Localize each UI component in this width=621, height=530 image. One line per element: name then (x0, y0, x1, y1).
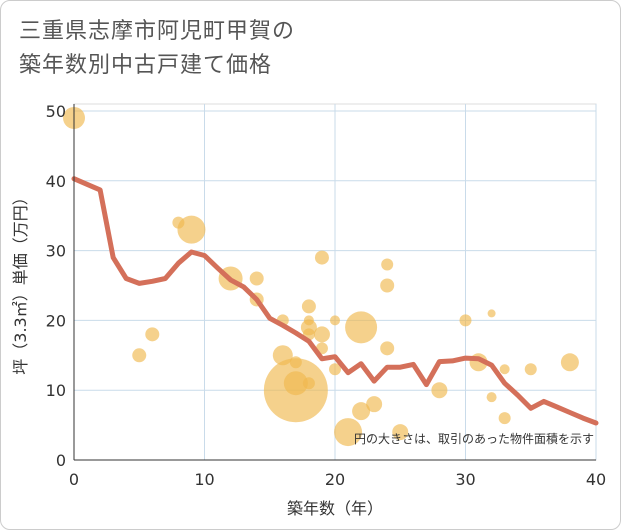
bubble-point (487, 309, 496, 318)
y-tick-label: 20 (46, 311, 66, 330)
bubble-point (380, 341, 395, 356)
bubble-point (499, 364, 510, 375)
x-axis-title: 築年数（年） (287, 499, 383, 518)
chart-title: 三重県志摩市阿児町甲賀の 築年数別中古戸建て価格 (19, 15, 295, 83)
bubble-point (301, 299, 316, 314)
bubble-point (313, 326, 330, 343)
bubble-point (249, 271, 264, 286)
y-tick-label: 0 (56, 451, 66, 470)
x-tick-label: 20 (325, 470, 345, 489)
chart-title-line1: 三重県志摩市阿児町甲賀の (19, 19, 296, 44)
bubble-point (177, 215, 206, 244)
bubble-point (431, 382, 448, 399)
bubble-point (334, 418, 363, 447)
bubble-point (486, 392, 497, 403)
bubble-point (560, 353, 579, 372)
y-tick-label: 40 (46, 172, 66, 191)
bubble-point (302, 377, 315, 390)
bubble-point (345, 311, 378, 344)
y-tick-label: 50 (46, 102, 66, 121)
y-axis-title: 坪（3.3㎡）単価（万円） (11, 189, 30, 374)
x-tick-label: 40 (586, 470, 606, 489)
bubble-point (272, 345, 293, 366)
bubble-series (63, 106, 579, 447)
bubble-point (314, 250, 329, 265)
bubble-point (380, 278, 395, 293)
axes: 0 10 20 30 40 0 10 20 30 40 50 (46, 102, 607, 489)
bubble-point (352, 402, 371, 421)
y-tick-label: 10 (46, 381, 66, 400)
chart-title-line2: 築年数別中古戸建て価格 (19, 53, 273, 78)
bubble-point (132, 348, 147, 363)
bubble-size-note: 円の大きさは、取引のあった物件面積を示す (354, 431, 594, 446)
bubble-point (330, 315, 340, 326)
bubble-point (303, 315, 314, 326)
x-tick-label: 30 (455, 470, 475, 489)
bubble-point (329, 363, 341, 376)
bubble-point (145, 327, 160, 342)
x-tick-label: 10 (194, 470, 214, 489)
bubble-point (172, 216, 185, 229)
bubble-point (524, 363, 537, 376)
bubble-point (498, 412, 511, 425)
bubble-point (366, 396, 383, 413)
bubble-point (392, 424, 409, 441)
y-tick-label: 30 (46, 242, 66, 261)
trend-series (71, 176, 599, 426)
bubble-point (459, 314, 472, 327)
trend-line (71, 176, 599, 426)
bubble-point (289, 356, 302, 369)
bubble-point (381, 258, 394, 271)
x-tick-label: 0 (69, 470, 79, 489)
bubble-point (283, 371, 308, 396)
